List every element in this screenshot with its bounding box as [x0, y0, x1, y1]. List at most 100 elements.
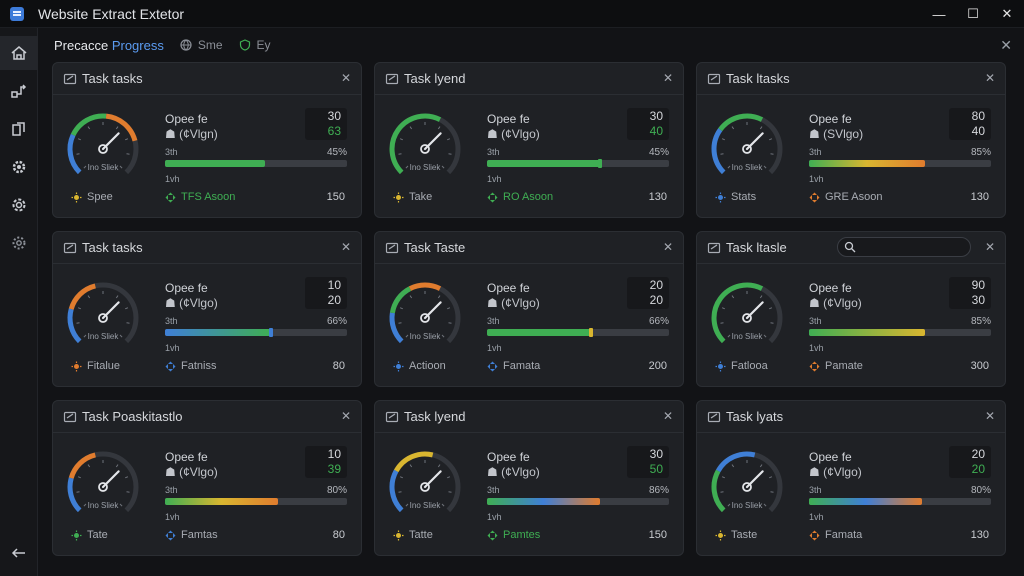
card-close-button[interactable]: ✕: [984, 409, 995, 423]
footer-status[interactable]: Stats: [715, 191, 756, 203]
gauge-tick: [721, 138, 725, 141]
footer-count: 80: [332, 360, 345, 372]
progress-knob[interactable]: [598, 159, 602, 168]
gauge-arc-segment: [711, 469, 726, 513]
footer-action[interactable]: Pamate: [809, 360, 863, 372]
task-card[interactable]: Task lyend ✕ Ino Sliek Opee fe ☗ (¢Vlgo)…: [374, 62, 684, 218]
sidebar: [0, 28, 38, 576]
close-window-button[interactable]: ✕: [1001, 6, 1013, 21]
gauge-tick: [125, 476, 129, 479]
info-title: Opee fe: [165, 112, 208, 126]
footer-status[interactable]: Spee: [71, 191, 113, 203]
task-card[interactable]: Task Taste ✕ Ino Sliek Opee fe ☗ (¢Vlgo)…: [374, 231, 684, 387]
card-close-button[interactable]: ✕: [984, 240, 995, 254]
toolbar-chip-sme[interactable]: Sme: [180, 38, 223, 52]
sidebar-item-copy[interactable]: [0, 112, 38, 146]
gauge-tick: [448, 322, 452, 324]
gauge-tick: [759, 464, 763, 468]
card-close-button[interactable]: ✕: [662, 409, 673, 423]
sidebar-item-cog[interactable]: [0, 188, 38, 222]
gauge-tick: [447, 307, 451, 310]
progress-knob[interactable]: [269, 328, 273, 337]
footer-status[interactable]: Fitalue: [71, 360, 120, 372]
card-header: Task ltasks ✕: [697, 63, 1005, 95]
toolbar-close-button[interactable]: ✕: [1000, 37, 1012, 53]
footer-action[interactable]: Fatniss: [165, 360, 216, 372]
task-card[interactable]: Task ltasks ✕ Ino Sliek Opee fe ☗ (SVlgo…: [696, 62, 1006, 218]
info-title: Opee fe: [165, 450, 208, 464]
page-title-accent: Progress: [111, 37, 164, 53]
stat-secondary: 20: [649, 293, 663, 307]
time-label: 3th: [165, 485, 178, 495]
minimize-button[interactable]: —: [932, 6, 946, 22]
gauge: [389, 451, 461, 513]
gauge-tick: [398, 322, 402, 324]
gauge-tick: [447, 138, 451, 141]
footer-action[interactable]: RO Asoon: [487, 191, 553, 203]
gauge-tick: [441, 503, 445, 507]
card-title: Task lyend: [404, 409, 466, 424]
gauge-arc-segment: [716, 451, 756, 473]
gauge-arc-segment: [711, 128, 726, 175]
gauge: [389, 282, 461, 344]
gauge-tick: [87, 126, 91, 130]
task-card[interactable]: Task tasks ✕ Ino Sliek Opee fe ☗ (¢Vlgo)…: [52, 231, 362, 387]
maximize-button[interactable]: ☐: [967, 6, 979, 21]
stat-primary: 20: [971, 447, 985, 461]
status-dot-icon: [715, 530, 726, 540]
info-subtitle: ☗ (¢Vlgo): [165, 465, 218, 479]
footer-action[interactable]: GRE Asoon: [809, 191, 882, 203]
footer-status[interactable]: Take: [393, 191, 432, 203]
footer-status[interactable]: Taste: [715, 529, 757, 541]
progress-knob[interactable]: [589, 328, 593, 337]
stat-primary: 20: [649, 278, 663, 292]
progress-fill: [487, 329, 591, 336]
task-card[interactable]: Task lyend ✕ Ino Sliek Opee fe ☗ (¢Vlgo)…: [374, 400, 684, 556]
task-card[interactable]: Task Poaskitastlo ✕ Ino Sliek Opee fe ☗ …: [52, 400, 362, 556]
move-arrows-icon: [487, 361, 498, 371]
footer-action[interactable]: Famata: [487, 360, 540, 372]
card-search-input[interactable]: [837, 237, 971, 257]
time-label: 3th: [809, 147, 822, 157]
gauge-hub: [742, 144, 752, 154]
status-dot-icon: [393, 361, 404, 371]
footer-count: 150: [326, 191, 345, 203]
task-card[interactable]: Task lyats ✕ Ino Sliek Opee fe ☗ (¢Vlgo)…: [696, 400, 1006, 556]
footer-count: 80: [332, 529, 345, 541]
card-header: Task tasks ✕: [53, 232, 361, 264]
move-arrows-icon: [809, 530, 820, 540]
stat-box: 30 40: [627, 108, 669, 140]
sidebar-item-gear[interactable]: [0, 150, 38, 184]
footer-count: 300: [970, 360, 989, 372]
footer-status[interactable]: Tatte: [393, 529, 433, 541]
stat-box: 20 20: [949, 446, 991, 478]
footer-status[interactable]: Tate: [71, 529, 108, 541]
gauge-arc-segment: [68, 452, 97, 479]
gauge-tick: [763, 503, 767, 507]
card-close-button[interactable]: ✕: [662, 71, 673, 85]
toolbar-chip-ey[interactable]: Ey: [239, 38, 271, 52]
card-close-button[interactable]: ✕: [984, 71, 995, 85]
card-close-button[interactable]: ✕: [340, 240, 351, 254]
task-card[interactable]: Task tasks ✕ Ino Sliek Opee fe ☗ (¢Vlgn)…: [52, 62, 362, 218]
card-close-button[interactable]: ✕: [662, 240, 673, 254]
stat-secondary: 40: [649, 124, 663, 138]
sidebar-item-home[interactable]: [0, 36, 38, 70]
gauge-tick: [770, 153, 774, 155]
card-close-button[interactable]: ✕: [340, 409, 351, 423]
back-button[interactable]: [0, 536, 38, 570]
footer-status[interactable]: Fatlooa: [715, 360, 768, 372]
task-card[interactable]: Task ltasle ✕ Ino Sliek Opee fe ☗ (¢Vlgo…: [696, 231, 1006, 387]
stat-secondary: 63: [327, 124, 341, 138]
sidebar-item-settings[interactable]: [0, 226, 38, 260]
sidebar-item-flow[interactable]: [0, 74, 38, 108]
footer-action[interactable]: TFS Asoon: [165, 191, 235, 203]
task-icon: [63, 242, 77, 253]
card-close-button[interactable]: ✕: [340, 71, 351, 85]
footer-status[interactable]: Actioon: [393, 360, 446, 372]
stat-primary: 30: [649, 447, 663, 461]
footer-action[interactable]: Famtas: [165, 529, 218, 541]
footer-action[interactable]: Famata: [809, 529, 862, 541]
footer-action[interactable]: Pamtes: [487, 529, 540, 541]
progress-fill: [165, 160, 265, 167]
